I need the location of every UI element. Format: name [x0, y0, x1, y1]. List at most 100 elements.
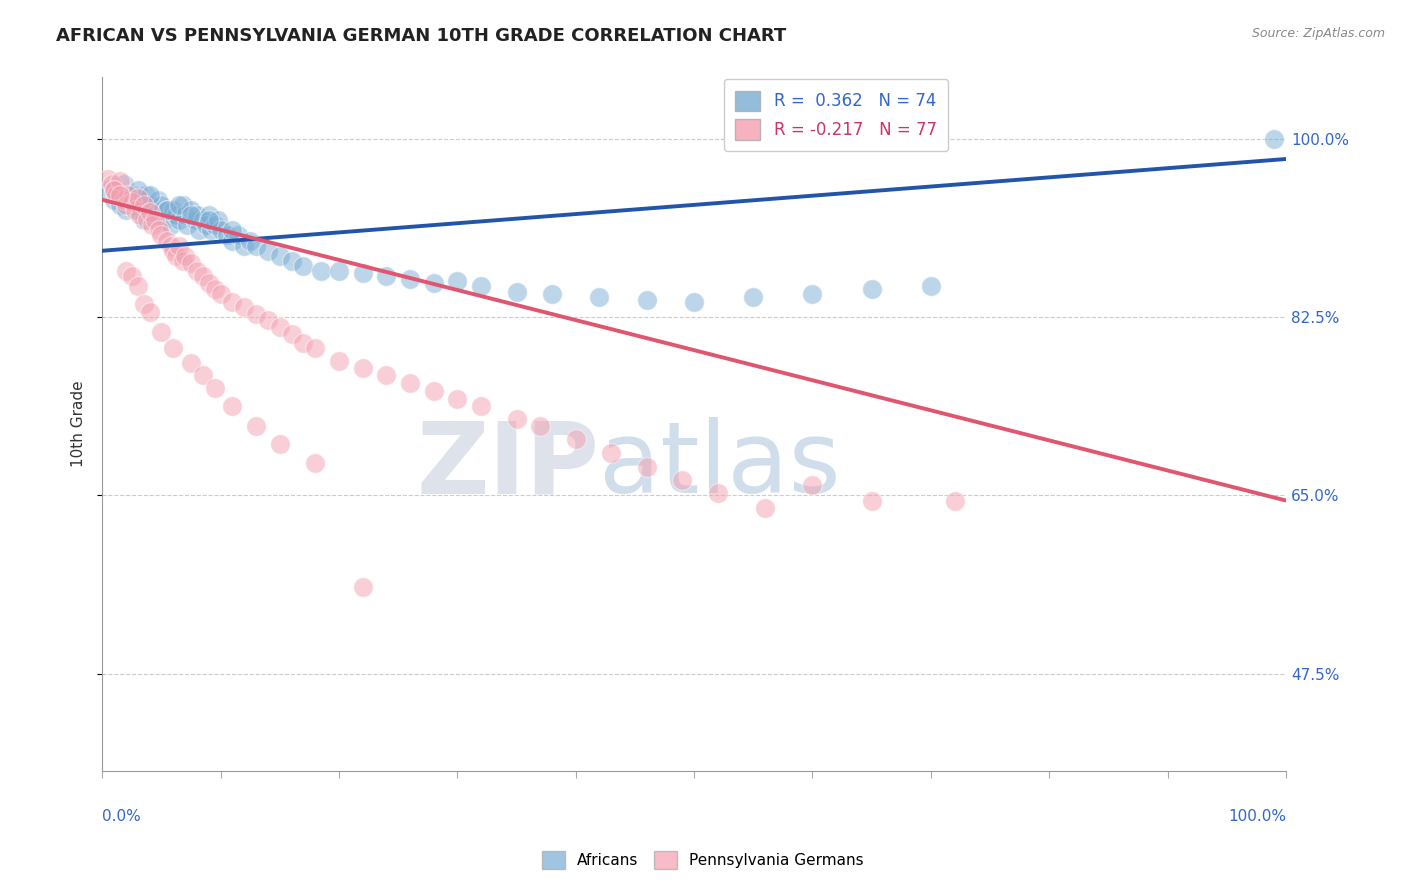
Point — [100, 178, 122, 192]
Point — [129, 208, 152, 222]
Point — [600, 445, 623, 459]
Point — [191, 269, 214, 284]
Point — [180, 208, 202, 222]
Point — [127, 202, 149, 217]
Point — [160, 238, 183, 252]
Point — [245, 307, 267, 321]
Text: ZIP: ZIP — [416, 417, 599, 514]
Point — [127, 183, 149, 197]
Point — [152, 213, 174, 227]
Text: Source: ZipAtlas.com: Source: ZipAtlas.com — [1251, 27, 1385, 40]
Point — [156, 202, 179, 217]
Y-axis label: 10th Grade: 10th Grade — [72, 381, 86, 467]
Point — [375, 269, 398, 284]
Point — [309, 264, 332, 278]
Point — [204, 219, 226, 233]
Point — [470, 399, 492, 413]
Text: AFRICAN VS PENNSYLVANIA GERMAN 10TH GRADE CORRELATION CHART: AFRICAN VS PENNSYLVANIA GERMAN 10TH GRAD… — [56, 27, 786, 45]
Point — [138, 305, 160, 319]
Point — [115, 193, 138, 207]
Point — [446, 274, 468, 288]
Point — [127, 279, 149, 293]
Point — [422, 384, 444, 399]
Point — [304, 456, 326, 470]
Point — [162, 202, 184, 217]
Point — [188, 223, 211, 237]
Point — [399, 376, 422, 391]
Point — [145, 208, 167, 222]
Text: 0.0%: 0.0% — [103, 809, 141, 824]
Point — [138, 198, 160, 212]
Point — [112, 193, 135, 207]
Point — [167, 213, 190, 227]
Point — [117, 187, 139, 202]
Point — [636, 459, 658, 474]
Point — [683, 294, 706, 309]
Point — [207, 213, 229, 227]
Point — [706, 486, 728, 500]
Point — [304, 341, 326, 355]
Point — [121, 187, 143, 202]
Point — [221, 234, 243, 248]
Point — [103, 193, 125, 207]
Point — [191, 213, 214, 227]
Point — [505, 412, 527, 426]
Point — [108, 174, 131, 188]
Point — [233, 238, 256, 252]
Point — [328, 264, 350, 278]
Point — [97, 172, 120, 186]
Point — [197, 277, 219, 291]
Point — [165, 208, 187, 222]
Point — [375, 368, 398, 383]
Point — [180, 356, 202, 370]
Point — [176, 219, 198, 233]
Point — [136, 213, 159, 227]
Point — [292, 335, 315, 350]
Point — [860, 283, 883, 297]
Point — [221, 223, 243, 237]
Point — [115, 264, 138, 278]
Point — [180, 256, 202, 270]
Point — [801, 478, 824, 492]
Point — [352, 361, 374, 376]
Text: atlas: atlas — [599, 417, 841, 514]
Point — [541, 286, 564, 301]
Point — [943, 493, 966, 508]
Point — [150, 228, 173, 243]
Point — [1263, 131, 1285, 145]
Point — [195, 219, 218, 233]
Point — [233, 300, 256, 314]
Point — [245, 419, 267, 434]
Point — [399, 272, 422, 286]
Point — [636, 293, 658, 307]
Point — [446, 392, 468, 406]
Point — [121, 269, 143, 284]
Point — [529, 419, 551, 434]
Point — [245, 238, 267, 252]
Point — [671, 473, 693, 487]
Point — [470, 279, 492, 293]
Point — [156, 202, 179, 217]
Point — [124, 202, 146, 217]
Point — [754, 500, 776, 515]
Point — [239, 234, 262, 248]
Point — [97, 183, 120, 197]
Point — [228, 228, 250, 243]
Point — [135, 187, 157, 202]
Point — [352, 266, 374, 280]
Point — [564, 433, 586, 447]
Point — [422, 277, 444, 291]
Point — [742, 290, 765, 304]
Point — [269, 320, 291, 334]
Point — [103, 183, 125, 197]
Point — [204, 283, 226, 297]
Point — [141, 202, 163, 217]
Point — [121, 194, 143, 209]
Point — [112, 178, 135, 192]
Point — [280, 254, 302, 268]
Point — [138, 205, 160, 219]
Point — [165, 249, 187, 263]
Point — [801, 286, 824, 301]
Point — [132, 198, 155, 212]
Point — [108, 187, 131, 202]
